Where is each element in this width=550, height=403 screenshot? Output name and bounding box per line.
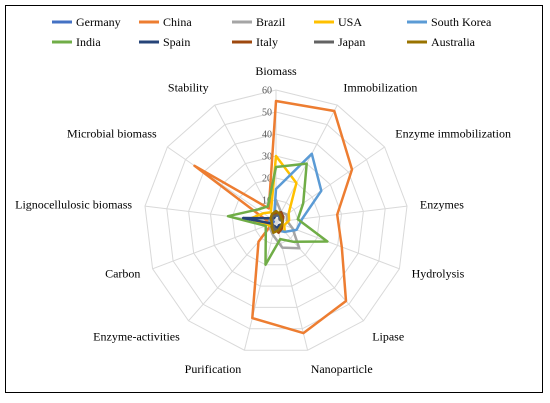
grid-ring	[166, 111, 386, 330]
chart-frame: Germany China Brazil USA South Korea India Spa…	[5, 5, 543, 393]
grid-spoke	[275, 221, 364, 322]
legend-label: Italy	[256, 35, 278, 49]
legend-label: Australia	[431, 35, 476, 49]
radial-tick-label: 30	[262, 152, 272, 163]
axis-label: Purification	[185, 362, 242, 376]
legend: Germany China Brazil USA South Korea India Spa…	[52, 15, 492, 49]
legend-label: Japan	[338, 35, 365, 49]
axis-label: Hydrolysis	[412, 266, 465, 280]
legend-label: India	[76, 35, 101, 49]
axis-label: Lipase	[372, 330, 404, 344]
legend-label: South Korea	[431, 15, 492, 29]
axis-label: Enzymes	[420, 198, 464, 212]
axis-label: Immobilization	[343, 81, 417, 95]
radial-tick-label: 60	[262, 86, 272, 97]
legend-label: Spain	[163, 35, 190, 49]
grid-ring	[209, 155, 343, 287]
series-line	[226, 162, 329, 266]
radial-tick-label: 40	[262, 130, 272, 141]
radial-tick-label: 20	[262, 174, 272, 185]
legend-label: Brazil	[256, 15, 286, 29]
radial-tick-label: 10	[262, 196, 272, 207]
grid-ring	[188, 133, 364, 308]
legend-label: China	[163, 15, 192, 29]
legend-label: Germany	[76, 15, 121, 29]
grid-spoke	[275, 146, 385, 223]
axis-label: Stability	[168, 81, 209, 95]
series-line	[269, 209, 284, 234]
axis-label: Lignocellulosic biomass	[15, 198, 132, 212]
grid-ring	[253, 199, 299, 244]
radar-chart: Germany China Brazil USA South Korea India Spa…	[15, 15, 511, 376]
axis-labels: Biomass Immobilization Enzyme immobilizati…	[15, 64, 511, 376]
grid-spoke	[275, 221, 309, 351]
series-line	[193, 99, 354, 335]
axis-label: Enzyme immobilization	[395, 127, 511, 141]
grid-spoke	[214, 104, 277, 223]
grid-spoke	[152, 221, 277, 270]
radar-grid	[144, 89, 408, 351]
axis-label: Enzyme-activities	[93, 330, 180, 344]
axis-label: Biomass	[255, 64, 297, 78]
grid-spoke	[243, 221, 277, 351]
legend-label: USA	[338, 15, 362, 29]
axis-label: Nanoparticle	[311, 362, 373, 376]
axis-label: Carbon	[105, 266, 140, 280]
radial-tick-label: 50	[262, 108, 272, 119]
grid-ring	[144, 89, 408, 351]
series-lines	[193, 99, 354, 335]
axis-label: Microbial biomass	[67, 127, 157, 141]
